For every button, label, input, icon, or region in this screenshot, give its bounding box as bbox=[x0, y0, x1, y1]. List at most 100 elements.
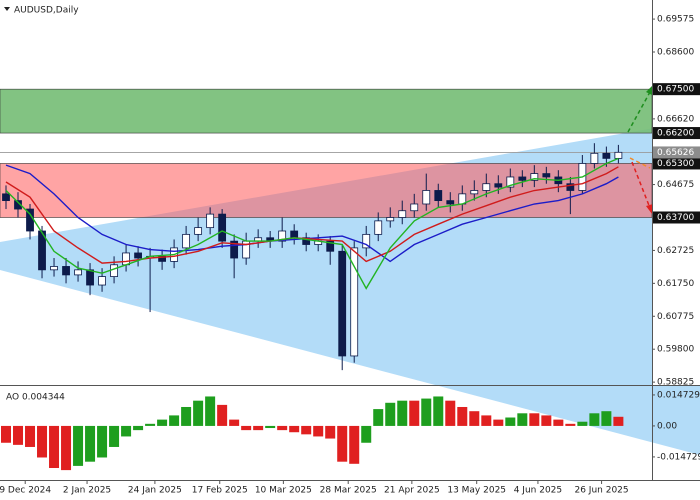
candle-body bbox=[122, 252, 130, 266]
ao-bar bbox=[421, 398, 432, 426]
candle-body bbox=[230, 240, 239, 259]
candle-body bbox=[278, 230, 287, 242]
ao-bar bbox=[349, 425, 360, 464]
ao-bar bbox=[37, 425, 48, 458]
x-tick-label: 26 Jun 2025 bbox=[574, 486, 628, 496]
title-arrow[interactable] bbox=[4, 7, 10, 11]
ao-bar bbox=[205, 396, 216, 426]
ao-bar bbox=[505, 417, 516, 426]
forecast-arrow-up bbox=[627, 91, 651, 133]
candle-body bbox=[206, 213, 215, 229]
candle-body bbox=[350, 247, 359, 357]
candle-body bbox=[566, 183, 575, 191]
level-box bbox=[652, 211, 700, 224]
price-pane: 0.69575 0.68600 0.66620 0.64675 0.62725 0.617… bbox=[0, 15, 700, 496]
ao-bar bbox=[241, 425, 252, 431]
ao-bar bbox=[313, 425, 324, 437]
y-tick-label: 0.60775 bbox=[657, 312, 694, 322]
candle-body bbox=[398, 210, 407, 218]
zone bbox=[0, 88, 653, 134]
level-label: 0.67500 bbox=[657, 85, 694, 95]
candle-body bbox=[74, 269, 82, 276]
candle-body bbox=[290, 230, 299, 239]
ao-bar bbox=[601, 411, 612, 426]
ao-tick-label: 0.014729 bbox=[657, 390, 700, 400]
ao-bar bbox=[577, 421, 588, 426]
candle-body bbox=[506, 176, 515, 188]
ao-bar bbox=[85, 425, 96, 462]
ao-bar bbox=[445, 400, 456, 426]
candle-body bbox=[614, 151, 623, 159]
ao-bar bbox=[385, 402, 396, 426]
moving-average bbox=[5, 157, 619, 290]
candle-body bbox=[362, 233, 371, 249]
ao-bar bbox=[109, 425, 120, 447]
x-tick-label: 10 Mar 2025 bbox=[255, 486, 312, 496]
ao-bar bbox=[289, 425, 300, 433]
ao-bar bbox=[493, 419, 504, 426]
candle-body bbox=[530, 173, 539, 181]
price-axis-bg bbox=[652, 0, 700, 385]
ao-bar bbox=[361, 425, 372, 443]
y-tick-label: 0.59800 bbox=[657, 345, 694, 355]
candle-body bbox=[194, 227, 203, 235]
candle-body bbox=[38, 230, 46, 271]
ao-bar bbox=[337, 425, 348, 462]
x-tick-label: 28 Mar 2025 bbox=[320, 486, 377, 496]
ao-bar bbox=[397, 400, 408, 426]
candle-body bbox=[410, 203, 419, 212]
ao-bar bbox=[517, 413, 528, 426]
ao-bar bbox=[565, 423, 576, 426]
last-price-label: 0.65626 bbox=[657, 148, 694, 158]
ao-bar bbox=[121, 425, 132, 437]
x-tick-label: 24 Jan 2025 bbox=[128, 486, 182, 496]
candle-body bbox=[134, 252, 142, 259]
ao-bar bbox=[589, 413, 600, 426]
ao-bar bbox=[133, 425, 144, 431]
candle-body bbox=[434, 190, 443, 202]
ao-pane: 0.014729 0.00 -0.014729 bbox=[1, 390, 700, 471]
forecast-arrow-side bbox=[629, 157, 651, 169]
ao-tick-label: -0.014729 bbox=[657, 452, 700, 462]
candle-body bbox=[482, 183, 491, 191]
ao-bar bbox=[181, 406, 192, 426]
ao-bar bbox=[1, 425, 12, 443]
ao-bar bbox=[169, 415, 180, 426]
candle-body bbox=[494, 183, 503, 188]
ao-bar bbox=[25, 425, 36, 447]
candle-body bbox=[446, 200, 455, 205]
moving-average bbox=[5, 166, 619, 264]
forecast-arrow-down bbox=[631, 161, 651, 209]
ao-bar bbox=[217, 404, 228, 426]
candle-body bbox=[374, 220, 383, 235]
candle-body bbox=[62, 266, 70, 276]
chart-title: AUDUSD,Daily bbox=[14, 6, 79, 16]
y-tick-label: 0.62725 bbox=[657, 246, 694, 256]
arrowhead-up bbox=[646, 86, 652, 95]
ao-bar bbox=[457, 406, 468, 426]
ao-bar bbox=[541, 415, 552, 426]
ao-tick-label: 0.00 bbox=[657, 421, 677, 431]
candle-body bbox=[50, 266, 58, 271]
ao-bar bbox=[265, 425, 276, 429]
candle-body bbox=[590, 152, 599, 164]
ao-bar bbox=[433, 396, 444, 426]
x-tick-label: 4 Jun 2025 bbox=[514, 486, 562, 496]
ao-bar bbox=[145, 423, 156, 426]
x-tick-label: 17 Feb 2025 bbox=[192, 486, 248, 496]
candle-body bbox=[110, 264, 118, 277]
y-tick-label: 0.64675 bbox=[657, 180, 694, 190]
ao-bar bbox=[157, 419, 168, 426]
candle-body bbox=[218, 213, 227, 242]
ao-bar bbox=[253, 425, 264, 431]
ao-bar bbox=[613, 416, 624, 426]
ao-bar bbox=[277, 425, 288, 431]
x-tick-label: 21 Apr 2025 bbox=[384, 486, 440, 496]
candle-body bbox=[470, 190, 479, 195]
y-tick-label: 0.66620 bbox=[657, 114, 694, 124]
ao-bar bbox=[49, 425, 60, 469]
ao-bar bbox=[469, 411, 480, 426]
ao-bar bbox=[373, 409, 384, 426]
arrowhead-down bbox=[646, 204, 653, 214]
